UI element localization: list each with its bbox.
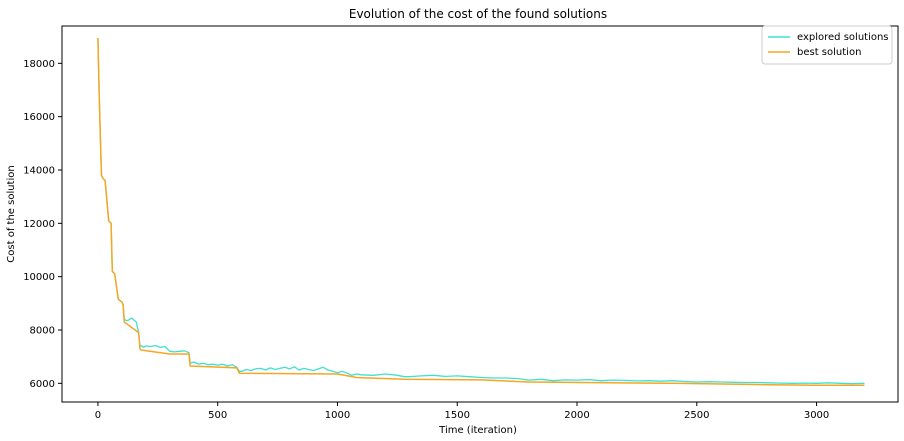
y-tick-label: 14000	[23, 166, 55, 177]
y-axis-ticks: 6000 8000 10000 12000 14000 16000 18000	[23, 59, 62, 390]
x-tick-label: 2500	[684, 410, 709, 421]
x-tick-label: 2000	[564, 410, 589, 421]
y-tick-label: 18000	[23, 59, 55, 70]
chart-title: Evolution of the cost of the found solut…	[349, 7, 607, 21]
legend-box	[761, 25, 893, 65]
x-tick-label: 1000	[325, 410, 350, 421]
x-tick-label: 0	[95, 410, 101, 421]
y-tick-label: 8000	[30, 326, 55, 337]
legend: explored solutions best solution	[761, 25, 893, 65]
y-tick-label: 6000	[30, 379, 55, 390]
plot-area	[61, 25, 899, 403]
legend-label-explored: explored solutions	[797, 32, 889, 43]
x-axis-ticks: 0 500 1000 1500 2000 2500 3000	[95, 402, 829, 421]
x-tick-label: 3000	[804, 410, 829, 421]
x-tick-label: 1500	[445, 410, 470, 421]
y-tick-label: 10000	[23, 272, 55, 283]
x-tick-label: 500	[208, 410, 227, 421]
y-axis-title: Cost of the solution	[6, 165, 17, 262]
series-group	[97, 37, 865, 386]
series-line-best-solution	[97, 37, 865, 386]
legend-label-best: best solution	[797, 47, 861, 58]
y-tick-label: 12000	[23, 219, 55, 230]
y-tick-label: 16000	[23, 112, 55, 123]
x-axis-title: Time (iteration)	[438, 425, 517, 436]
